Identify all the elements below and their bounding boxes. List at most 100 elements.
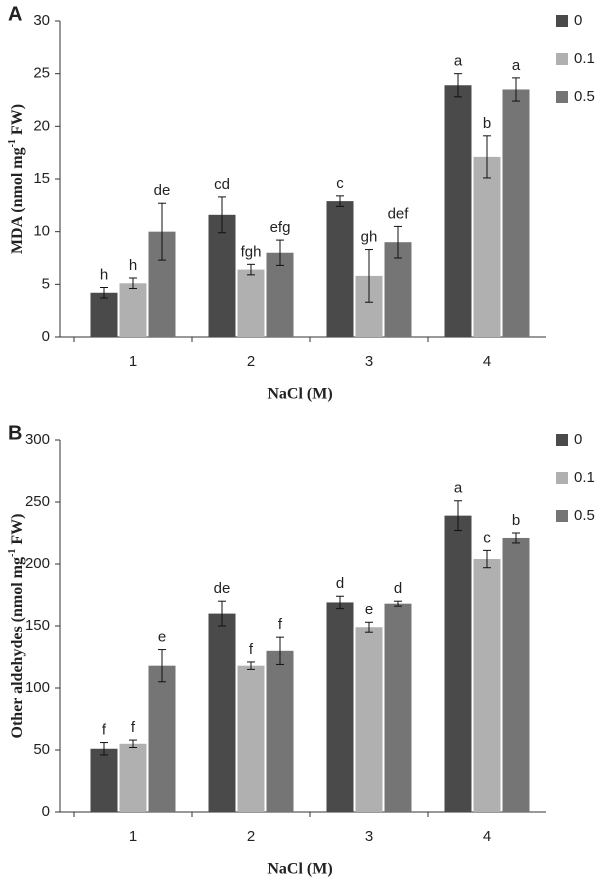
bar: [208, 214, 236, 337]
y-tick-label: 20: [33, 117, 50, 134]
y-axis-title-part: -1: [7, 549, 18, 557]
significance-label: e: [158, 629, 166, 646]
error-bar: [483, 549, 491, 569]
error-bar: [129, 739, 137, 749]
y-axis-title: MDA (nmol mg-1 FW): [7, 104, 26, 254]
error-bar: [158, 202, 166, 261]
error-bar: [454, 500, 462, 532]
bar: [119, 283, 147, 337]
significance-label: f: [102, 722, 107, 739]
error-bar: [394, 600, 402, 607]
error-bar: [512, 77, 520, 102]
legend-label: 0.5: [574, 507, 595, 524]
x-tick-label: 4: [483, 353, 491, 370]
error-bar: [276, 636, 284, 665]
y-axis-title-part: -1: [7, 139, 18, 147]
bar: [473, 156, 501, 337]
error-bar: [129, 277, 137, 290]
error-bar: [336, 595, 344, 610]
error-bar: [276, 239, 284, 266]
significance-label: f: [131, 719, 136, 736]
x-axis-title: NaCl (M): [267, 386, 332, 403]
significance-label: a: [454, 53, 463, 70]
y-tick-label: 15: [33, 170, 50, 187]
error-bar: [247, 661, 255, 670]
bar: [326, 602, 354, 812]
error-bar: [336, 195, 344, 207]
x-tick-label: 4: [483, 828, 491, 845]
legend-swatch: [556, 434, 568, 446]
bar: [148, 665, 176, 812]
significance-label: d: [394, 580, 402, 597]
y-tick-label: 0: [42, 328, 50, 345]
significance-label: fgh: [241, 243, 262, 260]
y-axis-title: Other aldehydes (nmol mg-1 FW): [7, 514, 26, 739]
x-tick-label: 1: [129, 828, 137, 845]
bar: [326, 201, 354, 337]
x-tick-label: 3: [365, 828, 373, 845]
significance-label: a: [512, 57, 521, 74]
y-tick-label: 10: [33, 223, 50, 240]
bar: [502, 537, 530, 812]
bar: [119, 743, 147, 812]
bar: [266, 252, 294, 337]
bar: [237, 269, 265, 337]
error-bar: [100, 286, 108, 299]
error-bar: [218, 196, 226, 234]
significance-label: efg: [270, 219, 291, 236]
bar: [266, 650, 294, 812]
significance-label: e: [365, 601, 373, 618]
significance-label: h: [129, 257, 137, 274]
y-tick-label: 300: [25, 431, 50, 448]
significance-label: b: [512, 512, 520, 529]
error-bar: [158, 649, 166, 683]
legend-label: 0: [574, 431, 582, 448]
legend-label: 0.1: [574, 469, 595, 486]
significance-label: de: [214, 580, 231, 597]
error-bar: [365, 249, 373, 303]
significance-label: f: [249, 641, 254, 658]
y-tick-label: 30: [33, 12, 50, 29]
bar: [384, 603, 412, 812]
error-bar: [483, 135, 491, 179]
error-bar: [512, 532, 520, 544]
legend-swatch: [556, 53, 568, 65]
bar: [90, 748, 118, 812]
error-bar: [394, 225, 402, 259]
significance-label: a: [454, 480, 463, 497]
significance-label: def: [388, 205, 410, 222]
legend-swatch: [556, 472, 568, 484]
legend-swatch: [556, 510, 568, 522]
legend-swatch: [556, 15, 568, 27]
y-axis-title-part: MDA (nmol mg: [9, 147, 26, 254]
legend-label: 0: [574, 12, 582, 29]
error-bar: [247, 263, 255, 276]
y-tick-label: 50: [33, 741, 50, 758]
bar: [355, 627, 383, 812]
x-tick-label: 1: [129, 353, 137, 370]
y-axis-title-part: Other aldehydes (nmol mg: [9, 557, 26, 738]
y-tick-label: 5: [42, 275, 50, 292]
y-tick-label: 250: [25, 493, 50, 510]
panel-label: B: [8, 422, 22, 444]
significance-label: cd: [214, 176, 230, 193]
significance-label: b: [483, 115, 491, 132]
legend-swatch: [556, 91, 568, 103]
x-tick-label: 2: [247, 353, 255, 370]
significance-label: f: [278, 616, 283, 633]
bar: [473, 559, 501, 812]
bar: [208, 613, 236, 812]
bar: [444, 85, 472, 338]
error-bar: [218, 600, 226, 627]
significance-label: c: [336, 175, 344, 192]
bar: [444, 515, 472, 812]
significance-label: c: [483, 529, 491, 546]
significance-label: de: [154, 182, 171, 199]
panel-label: A: [8, 3, 22, 25]
legend-label: 0.5: [574, 88, 595, 105]
y-axis-title-part: FW): [9, 514, 26, 549]
x-tick-label: 2: [247, 828, 255, 845]
significance-label: gh: [361, 229, 378, 246]
bar: [237, 665, 265, 812]
